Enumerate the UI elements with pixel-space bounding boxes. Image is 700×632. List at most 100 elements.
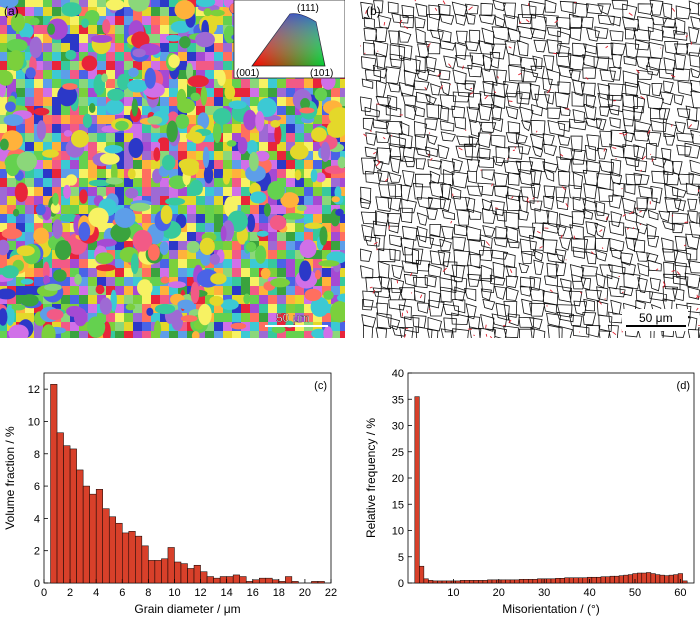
grain (0, 196, 10, 205)
grain (25, 268, 35, 277)
grain (142, 106, 153, 118)
chart-d-bar (618, 575, 624, 584)
grain (52, 192, 59, 206)
grain (61, 286, 73, 295)
chart-d-bar (523, 579, 529, 584)
grain (88, 259, 98, 268)
grain (16, 7, 26, 19)
grain (0, 16, 7, 30)
grain (228, 100, 247, 110)
grain (190, 281, 200, 304)
grain (310, 168, 318, 183)
grain (241, 286, 250, 297)
ipf-key-001: (001) (236, 68, 259, 79)
grain (115, 241, 128, 252)
grain (160, 79, 171, 89)
grain (220, 225, 227, 242)
grain (209, 9, 225, 17)
chart-d-bar (432, 580, 438, 584)
chart-c-bar (76, 469, 84, 584)
grain (25, 79, 39, 89)
grain (160, 124, 169, 134)
grain (52, 169, 66, 178)
grain (200, 86, 208, 106)
grain (79, 97, 93, 106)
grain (52, 0, 66, 7)
chart-d-bar (423, 578, 429, 584)
grain (7, 34, 20, 43)
grain (142, 169, 156, 180)
grain (0, 115, 7, 124)
grain (295, 304, 306, 315)
grain (34, 115, 44, 128)
chart-d-y-tick-label: 25 (392, 447, 404, 459)
grain (52, 7, 65, 18)
grain (214, 187, 226, 196)
chart-d-y-tick-label: 5 (398, 552, 404, 564)
chart-c-bar (291, 581, 299, 584)
grain (243, 293, 251, 305)
grain (133, 7, 142, 20)
grain (25, 304, 39, 313)
chart-c-x-axis-label: Grain diameter / μm (134, 602, 240, 616)
grain (178, 124, 191, 134)
grain (205, 124, 218, 134)
grain (180, 160, 200, 176)
grain (42, 149, 59, 158)
grain (178, 142, 191, 153)
grain (237, 137, 248, 155)
grain (115, 331, 126, 343)
grain (223, 259, 232, 271)
grain (97, 106, 111, 116)
grain (250, 277, 259, 291)
grain (0, 322, 11, 331)
chart-c-y-tick-label: 10 (28, 416, 40, 428)
grain (187, 115, 196, 128)
grain (286, 322, 297, 336)
grain (70, 130, 90, 148)
grain (7, 178, 17, 191)
grain (232, 169, 243, 183)
chart-d-bar (505, 579, 511, 584)
grain (88, 70, 99, 82)
chart-d-y-tick-label: 30 (392, 421, 404, 433)
grain (277, 241, 288, 253)
grain (125, 303, 136, 311)
grain (124, 124, 138, 134)
grain (124, 259, 133, 269)
grain (268, 250, 277, 261)
grain (97, 142, 111, 152)
grain (43, 178, 56, 187)
grain (106, 313, 117, 323)
grain (241, 124, 250, 134)
grain (16, 295, 25, 308)
grain (226, 140, 237, 147)
grain (295, 79, 304, 90)
grain (286, 268, 295, 278)
grain (315, 172, 326, 183)
grain (43, 275, 51, 286)
grain (223, 70, 233, 80)
grain (25, 196, 36, 206)
chart-d-bar (605, 576, 611, 584)
grain (277, 250, 288, 262)
grain (79, 70, 90, 84)
chart-c-bar (206, 576, 214, 584)
grain (25, 223, 34, 233)
grain (115, 178, 125, 192)
grain (223, 7, 232, 16)
grain (43, 79, 53, 89)
grain (160, 259, 174, 268)
grain (304, 304, 313, 314)
grain (16, 142, 25, 155)
grain (214, 25, 223, 37)
grain (326, 120, 347, 138)
grain (128, 137, 144, 158)
grain (70, 124, 79, 138)
grain (124, 61, 134, 70)
grain (259, 286, 270, 297)
grain (133, 322, 144, 331)
grain (169, 187, 180, 199)
grain (160, 268, 169, 282)
grain (106, 277, 115, 289)
